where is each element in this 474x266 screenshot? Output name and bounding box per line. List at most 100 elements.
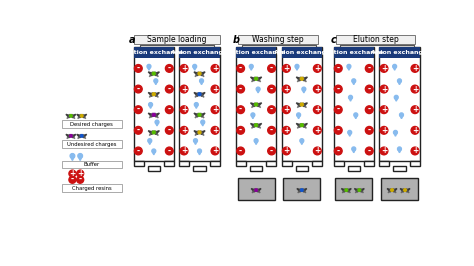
Polygon shape: [392, 189, 396, 193]
Polygon shape: [302, 77, 308, 81]
Circle shape: [147, 64, 151, 68]
Text: Cation exchange: Cation exchange: [125, 50, 183, 55]
Circle shape: [380, 126, 388, 134]
Circle shape: [237, 106, 245, 114]
Circle shape: [152, 131, 155, 134]
Polygon shape: [297, 123, 302, 128]
Circle shape: [268, 126, 275, 134]
Circle shape: [268, 147, 275, 155]
Text: +: +: [314, 85, 320, 94]
Circle shape: [297, 113, 301, 117]
Circle shape: [77, 176, 84, 183]
Text: Washing step: Washing step: [252, 35, 304, 44]
Text: +: +: [381, 147, 387, 155]
Circle shape: [313, 126, 321, 134]
Circle shape: [358, 189, 361, 191]
Text: Elution step: Elution step: [353, 35, 398, 44]
Text: +: +: [314, 147, 320, 155]
Circle shape: [380, 85, 388, 93]
Circle shape: [411, 147, 419, 155]
Circle shape: [237, 65, 245, 72]
Polygon shape: [201, 123, 204, 126]
Polygon shape: [297, 116, 300, 119]
Circle shape: [334, 147, 342, 155]
Text: +: +: [283, 64, 290, 73]
Circle shape: [365, 126, 373, 134]
Polygon shape: [66, 134, 71, 138]
Bar: [134, 47, 174, 161]
Text: +: +: [283, 147, 290, 155]
Circle shape: [334, 106, 342, 114]
Polygon shape: [252, 189, 256, 193]
Text: +: +: [181, 105, 187, 114]
Polygon shape: [148, 113, 154, 117]
Polygon shape: [148, 142, 151, 144]
Polygon shape: [256, 77, 261, 82]
Circle shape: [165, 65, 173, 72]
Circle shape: [200, 79, 203, 83]
Circle shape: [255, 77, 257, 80]
Polygon shape: [71, 134, 76, 138]
Circle shape: [283, 85, 290, 93]
Polygon shape: [252, 103, 256, 108]
Polygon shape: [393, 67, 396, 70]
Polygon shape: [251, 103, 256, 107]
Bar: [179, 47, 219, 58]
Polygon shape: [346, 189, 350, 193]
Text: -: -: [337, 105, 340, 114]
Circle shape: [380, 147, 388, 155]
Text: +: +: [283, 85, 290, 94]
Text: +: +: [412, 105, 418, 114]
Text: Buffer: Buffer: [84, 162, 100, 167]
Polygon shape: [194, 142, 197, 144]
Polygon shape: [66, 114, 71, 118]
Circle shape: [365, 106, 373, 114]
Text: -: -: [168, 64, 171, 73]
Circle shape: [268, 65, 275, 72]
Circle shape: [392, 64, 397, 68]
Polygon shape: [78, 114, 82, 119]
Text: +: +: [212, 64, 218, 73]
Polygon shape: [302, 123, 308, 127]
Text: -: -: [79, 175, 82, 184]
Circle shape: [365, 147, 373, 155]
Polygon shape: [79, 157, 82, 160]
Circle shape: [180, 147, 188, 155]
Polygon shape: [193, 67, 196, 70]
Polygon shape: [342, 189, 346, 193]
Bar: [164, 161, 174, 166]
Polygon shape: [194, 113, 200, 117]
Polygon shape: [296, 77, 302, 81]
Polygon shape: [252, 116, 254, 119]
Circle shape: [193, 64, 197, 68]
Text: -: -: [137, 126, 140, 135]
Polygon shape: [148, 72, 154, 76]
Polygon shape: [71, 134, 75, 139]
Text: +: +: [181, 126, 187, 135]
Polygon shape: [153, 152, 155, 155]
Text: +: +: [381, 126, 387, 135]
Text: -: -: [239, 147, 242, 155]
Text: Anion exchange: Anion exchange: [172, 50, 228, 55]
Circle shape: [347, 64, 351, 68]
Polygon shape: [359, 189, 364, 193]
Polygon shape: [297, 189, 302, 192]
Polygon shape: [255, 142, 257, 144]
Circle shape: [198, 131, 201, 134]
Circle shape: [300, 139, 304, 143]
Circle shape: [334, 65, 342, 72]
Text: +: +: [212, 126, 218, 135]
Polygon shape: [398, 82, 401, 85]
Circle shape: [283, 126, 290, 134]
FancyBboxPatch shape: [134, 35, 220, 44]
Polygon shape: [194, 131, 200, 135]
Text: Anion exchange: Anion exchange: [274, 50, 330, 55]
Bar: [134, 161, 144, 166]
Polygon shape: [256, 189, 260, 193]
Text: +: +: [381, 64, 387, 73]
Text: +: +: [181, 147, 187, 155]
Polygon shape: [352, 150, 355, 153]
Circle shape: [70, 135, 72, 137]
Circle shape: [198, 93, 201, 96]
Circle shape: [400, 113, 403, 117]
